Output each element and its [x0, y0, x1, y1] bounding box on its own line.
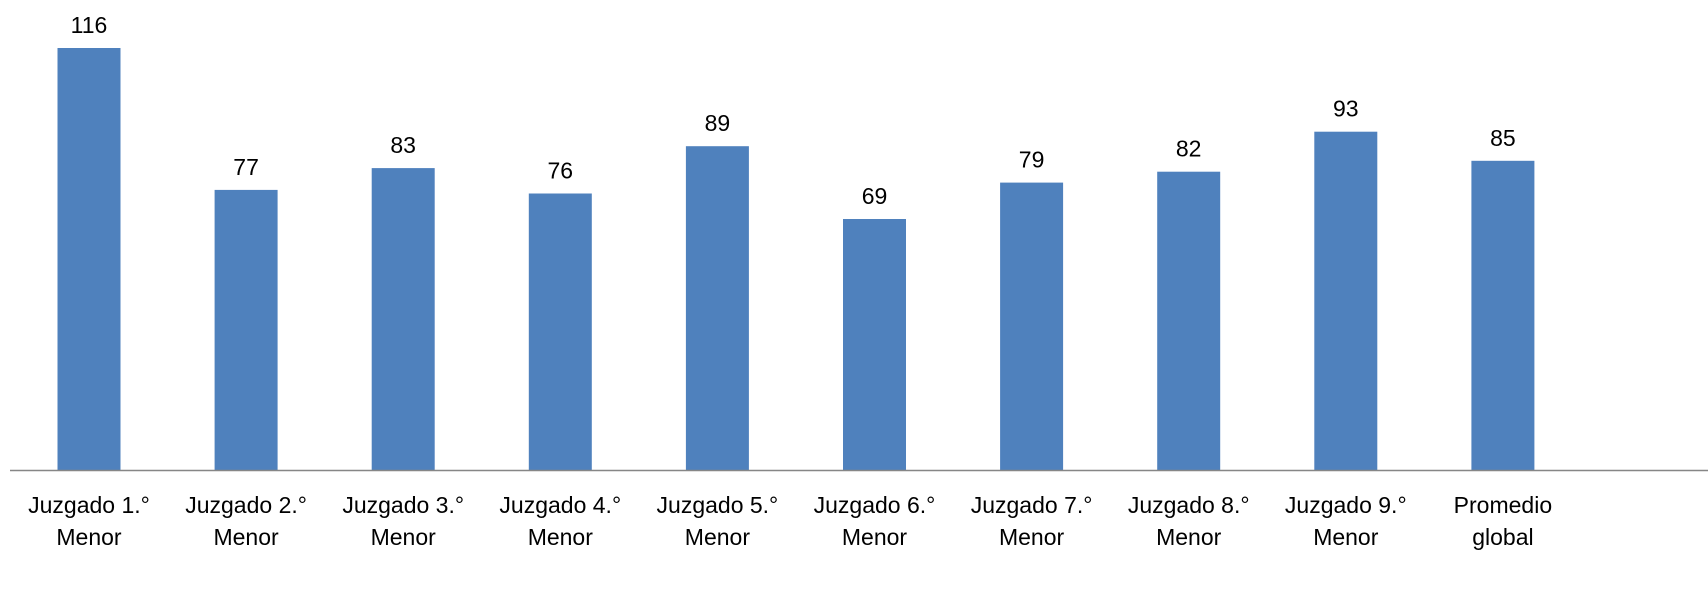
bar: [371, 168, 435, 470]
category-label-line: Menor: [1156, 524, 1222, 550]
data-label: 82: [1176, 136, 1202, 162]
category-label: Juzgado 1.° Menor: [28, 492, 150, 550]
category-label-line: Juzgado 6.°: [814, 492, 936, 518]
data-label: 69: [862, 183, 888, 209]
data-label: 116: [71, 12, 108, 38]
category-label-line: Menor: [999, 524, 1065, 550]
data-label: 79: [1019, 147, 1045, 173]
bar: [1000, 182, 1064, 470]
category-label-line: Promedio: [1454, 492, 1552, 518]
bar: [1471, 160, 1535, 471]
category-label: Juzgado 7.° Menor: [971, 492, 1093, 550]
category-label-line: Juzgado 3.°: [342, 492, 464, 518]
category-label-line: global: [1472, 524, 1533, 550]
data-label: 83: [390, 132, 416, 158]
category-label-line: Menor: [685, 524, 751, 550]
bar: [1314, 131, 1378, 470]
category-label-line: Menor: [371, 524, 437, 550]
data-label: 77: [233, 154, 259, 180]
category-label-line: Menor: [213, 524, 279, 550]
bar: [214, 189, 278, 470]
data-labels-group: 116 77 83 76 89 69 79 82 93 85: [71, 12, 1516, 209]
category-label: Promedio global: [1454, 492, 1552, 550]
category-label-line: Menor: [56, 524, 122, 550]
bar: [1157, 171, 1221, 470]
category-label: Juzgado 4.° Menor: [499, 492, 621, 550]
bar: [843, 219, 906, 470]
category-label-line: Juzgado 1.°: [28, 492, 150, 518]
category-label: Juzgado 8.° Menor: [1128, 492, 1250, 550]
data-label: 76: [548, 158, 574, 184]
category-label-line: Juzgado 8.°: [1128, 492, 1250, 518]
data-label: 93: [1333, 96, 1359, 122]
data-label: 89: [705, 110, 731, 136]
category-label-line: Juzgado 5.°: [657, 492, 779, 518]
bar: [57, 48, 121, 470]
category-label: Juzgado 2.° Menor: [185, 492, 307, 550]
category-label-line: Menor: [528, 524, 594, 550]
category-label: Juzgado 9.° Menor: [1285, 492, 1407, 550]
category-label-line: Menor: [1313, 524, 1379, 550]
bar: [528, 193, 592, 470]
category-label: Juzgado 3.° Menor: [342, 492, 464, 550]
bars-group: [57, 48, 1535, 471]
category-label-line: Juzgado 7.°: [971, 492, 1093, 518]
category-label: Juzgado 6.° Menor: [814, 492, 936, 550]
bar: [685, 146, 749, 470]
category-label-line: Juzgado 2.°: [185, 492, 307, 518]
category-label-line: Juzgado 9.°: [1285, 492, 1407, 518]
category-label: Juzgado 5.° Menor: [657, 492, 779, 550]
category-label-line: Menor: [842, 524, 908, 550]
category-label-line: Juzgado 4.°: [499, 492, 621, 518]
data-label: 85: [1490, 125, 1516, 151]
